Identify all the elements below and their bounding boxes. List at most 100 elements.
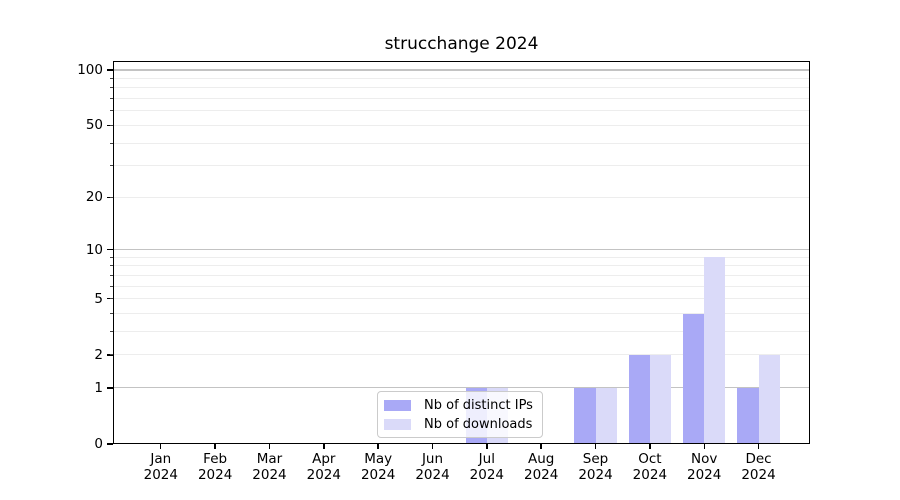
- x-tick-mark: [268, 444, 271, 449]
- y-tick-mark: [107, 69, 113, 71]
- x-tick-label-line: 2024: [252, 467, 287, 483]
- x-tick-label-line: 2024: [143, 467, 178, 483]
- x-tick-mark: [160, 444, 162, 449]
- gridline-minor: [113, 256, 810, 258]
- gridline-minor: [113, 265, 810, 267]
- x-tick-label-line: 2024: [578, 467, 613, 483]
- x-tick-mark: [594, 444, 597, 449]
- x-tick-label: Oct 2024: [615, 451, 685, 483]
- y-minor-tick-mark: [110, 87, 113, 89]
- y-tick-label: 20: [85, 189, 103, 206]
- x-tick-label-line: 2024: [197, 467, 233, 483]
- x-tick-label: Mar 2024: [234, 451, 304, 483]
- bar-distinct-ips-oct: [628, 354, 650, 444]
- x-tick-label-line: Jan: [150, 451, 172, 467]
- bar-downloads-sep: [595, 387, 617, 444]
- legend-swatch-distinct-ips: [384, 399, 411, 411]
- x-tick-label: Feb 2024: [180, 451, 250, 483]
- x-tick-mark: [703, 444, 705, 449]
- x-tick-mark: [486, 444, 488, 449]
- y-minor-tick-mark: [110, 142, 113, 144]
- gridline-minor: [113, 354, 810, 356]
- x-tick-label-line: 2024: [523, 467, 559, 483]
- x-tick-label-line: Feb: [203, 451, 228, 467]
- x-tick-mark: [649, 444, 651, 449]
- x-tick-label: Aug 2024: [506, 451, 576, 483]
- legend-swatch-downloads: [384, 418, 411, 430]
- gridline-minor: [113, 196, 810, 198]
- y-tick-label: 1: [94, 379, 103, 396]
- chart-title: strucchange 2024: [384, 34, 539, 54]
- x-tick-label: Jun 2024: [398, 451, 468, 483]
- x-tick-label-line: Apr: [312, 451, 336, 467]
- x-tick-mark: [540, 444, 542, 449]
- x-tick-label-line: Mar: [256, 451, 283, 467]
- gridline-minor: [113, 274, 810, 276]
- x-tick-label-line: 2024: [360, 467, 396, 483]
- x-tick-label: Dec 2024: [724, 451, 794, 483]
- y-minor-tick-mark: [110, 110, 113, 112]
- x-tick-mark: [214, 444, 216, 449]
- x-tick-label: Sep 2024: [561, 451, 631, 483]
- y-tick-mark: [107, 387, 113, 389]
- gridline-minor: [113, 285, 810, 287]
- y-minor-tick-mark: [110, 354, 113, 356]
- x-tick-label: May 2024: [343, 451, 413, 483]
- y-tick-mark: [107, 248, 113, 251]
- bar-downloads-dec: [758, 354, 780, 444]
- x-tick-label-line: Jun: [421, 451, 444, 467]
- x-tick-label: Nov 2024: [669, 451, 739, 483]
- y-minor-tick-mark: [110, 77, 113, 79]
- x-tick-label-line: 2024: [415, 467, 450, 483]
- gridline-major: [113, 69, 810, 71]
- gridline-minor: [113, 98, 810, 100]
- x-tick-label-line: Jul: [478, 451, 495, 467]
- x-tick-label: Apr 2024: [289, 451, 359, 483]
- legend-label-downloads: Nb of downloads: [424, 416, 533, 432]
- legend-item-distinct-ips: Nb of distinct IPs: [384, 398, 542, 413]
- gridline-minor: [113, 77, 810, 79]
- y-minor-tick-mark: [110, 265, 113, 267]
- x-tick-label-line: Nov: [691, 451, 718, 467]
- x-tick-label: Jan 2024: [126, 451, 196, 483]
- x-tick-mark: [431, 444, 434, 449]
- y-minor-tick-mark: [110, 313, 113, 315]
- bar-distinct-ips-dec: [737, 387, 759, 444]
- legend-label-distinct-ips: Nb of distinct IPs: [424, 397, 533, 413]
- y-minor-tick-mark: [110, 285, 113, 287]
- x-tick-label-line: 2024: [687, 467, 722, 483]
- y-tick-label: 5: [94, 290, 103, 307]
- gridline-minor: [113, 110, 810, 112]
- y-tick-mark: [107, 443, 113, 445]
- legend: Nb of distinct IPs Nb of downloads: [377, 391, 543, 438]
- x-tick-label-line: Oct: [638, 451, 662, 467]
- y-minor-tick-mark: [110, 124, 113, 126]
- y-tick-label: 50: [85, 117, 103, 134]
- x-tick-label-line: 2024: [469, 467, 504, 483]
- x-tick-label-line: Dec: [745, 451, 772, 467]
- y-minor-tick-mark: [110, 298, 113, 300]
- x-tick-label-line: 2024: [741, 467, 776, 483]
- legend-item-downloads: Nb of downloads: [384, 417, 542, 432]
- bar-downloads-nov: [704, 257, 726, 444]
- y-tick-label: 2: [94, 346, 103, 363]
- bar-downloads-oct: [649, 354, 672, 444]
- y-minor-tick-mark: [110, 331, 113, 333]
- y-minor-tick-mark: [110, 274, 113, 276]
- y-minor-tick-mark: [110, 165, 113, 167]
- gridline-minor: [113, 165, 810, 167]
- bar-distinct-ips-nov: [682, 313, 705, 444]
- gridline-minor: [113, 142, 810, 144]
- gridline-major: [113, 387, 810, 389]
- x-tick-label-line: May: [364, 451, 393, 467]
- gridline-minor: [113, 331, 810, 333]
- y-minor-tick-mark: [110, 196, 113, 198]
- x-tick-mark: [757, 444, 760, 449]
- x-tick-label-line: Sep: [582, 451, 609, 467]
- y-tick-label: 0: [94, 436, 103, 452]
- gridline-minor: [113, 298, 810, 300]
- x-tick-mark: [323, 444, 325, 449]
- y-tick-label: 100: [77, 62, 103, 78]
- bar-distinct-ips-sep: [574, 387, 596, 444]
